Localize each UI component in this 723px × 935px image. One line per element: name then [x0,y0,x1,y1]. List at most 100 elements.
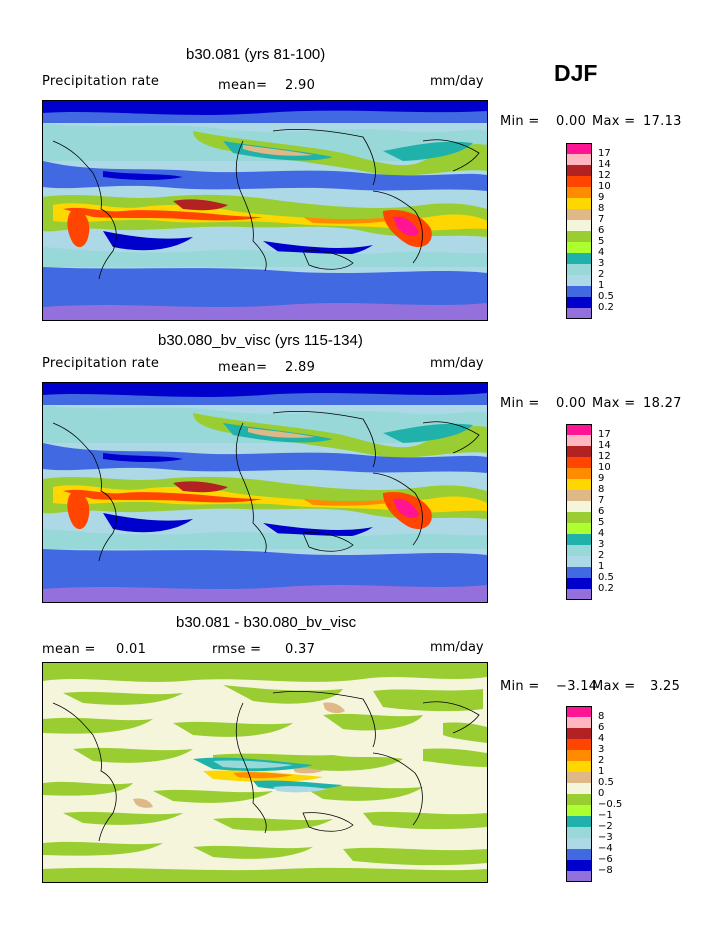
colorbar-swatch [566,838,592,849]
panel3-min-value: −3.14 [556,679,598,694]
colorbar-tick-label: −3 [598,832,613,843]
colorbar-swatch [566,871,592,882]
colorbar-tick-label: 6 [598,506,605,517]
colorbar-tick-label: 14 [598,440,611,451]
colorbar-swatch [566,209,592,220]
colorbar-tick-label: 6 [598,225,605,236]
colorbar-tick-label: 7 [598,214,605,225]
panel3-units: mm/day [430,640,484,655]
panel2-max-label: Max = [592,396,636,411]
colorbar-swatch [566,739,592,750]
panel2-title: b30.080_bv_visc (yrs 115-134) [158,332,363,349]
colorbar-swatch [566,165,592,176]
colorbar-swatch [566,578,592,589]
panel2-mean-label: mean= [218,360,268,375]
colorbar-swatch [566,479,592,490]
panel1-title: b30.081 (yrs 81-100) [186,46,326,63]
colorbar-swatch [566,490,592,501]
colorbar-tick-label: 0.5 [598,777,614,788]
colorbar-swatch [566,750,592,761]
panel1-colorbar: 17 14 12 10 9 8 7 6 5 4 3 2 1 0.5 0.2 [566,143,646,319]
colorbar-tick-label: 0.2 [598,302,614,313]
colorbar-swatch [566,308,592,319]
colorbar-swatch [566,523,592,534]
colorbar-swatch [566,154,592,165]
colorbar-tick-label: −8 [598,865,613,876]
panel1-units: mm/day [430,74,484,89]
panel3-diff-map [42,662,488,883]
colorbar-swatch [566,567,592,578]
colorbar-swatch [566,827,592,838]
panel3-colorbar: 8 6 4 3 2 1 0.5 0 −0.5 −1 −2 −3 −4 −6 −8 [566,706,646,882]
colorbar-swatch [566,860,592,871]
colorbar-swatch [566,849,592,860]
colorbar-swatch [566,143,592,154]
colorbar-tick-label: 3 [598,539,605,550]
colorbar-swatch [566,805,592,816]
colorbar-swatch [566,457,592,468]
colorbar-tick-label: 8 [598,203,605,214]
colorbar-tick-label: 1 [598,561,605,572]
colorbar-swatch [566,275,592,286]
panel3-rmse-label: rmse = [212,642,262,657]
colorbar-swatch [566,728,592,739]
colorbar-tick-label: 4 [598,528,605,539]
colorbar-swatch [566,556,592,567]
colorbar-tick-label: 14 [598,159,611,170]
colorbar-tick-label: −0.5 [598,799,623,810]
colorbar-swatch [566,772,592,783]
colorbar-swatch [566,198,592,209]
colorbar-swatch [566,297,592,308]
colorbar-tick-label: 8 [598,484,605,495]
panel3-min-label: Min = [500,679,540,694]
colorbar-swatch [566,717,592,728]
colorbar-swatch [566,468,592,479]
colorbar-tick-label: −1 [598,810,613,821]
colorbar-swatch [566,446,592,457]
panel1-variable-label: Precipitation rate [42,74,160,89]
colorbar-tick-label: 0.5 [598,291,614,302]
colorbar-swatch [566,794,592,805]
panel2-max-value: 18.27 [643,396,682,411]
colorbar-tick-label: 10 [598,462,611,473]
colorbar-tick-label: −6 [598,854,613,865]
panel1-max-label: Max = [592,114,636,129]
colorbar-tick-label: 2 [598,755,605,766]
colorbar-swatch [566,253,592,264]
panel3-mean-value: 0.01 [116,642,147,657]
colorbar-tick-label: 12 [598,170,611,181]
colorbar-swatch [566,501,592,512]
panel3-mean-label: mean = [42,642,96,657]
colorbar-tick-label: 4 [598,733,605,744]
panel1-max-value: 17.13 [643,114,682,129]
colorbar-swatch [566,231,592,242]
colorbar-swatch [566,220,592,231]
panel2-precip-map [42,382,488,603]
colorbar-tick-label: −2 [598,821,613,832]
panel1-mean-label: mean= [218,78,268,93]
panel1-precip-map [42,100,488,321]
colorbar-tick-label: 17 [598,148,611,159]
colorbar-tick-label: −4 [598,843,613,854]
colorbar-swatch [566,534,592,545]
colorbar-tick-label: 6 [598,722,605,733]
panel3-title: b30.081 - b30.080_bv_visc [176,614,357,631]
colorbar-tick-label: 3 [598,744,605,755]
panel3-max-label: Max = [592,679,636,694]
panel1-min-label: Min = [500,114,540,129]
colorbar-tick-label: 9 [598,473,605,484]
colorbar-tick-label: 9 [598,192,605,203]
panel2-units: mm/day [430,356,484,371]
colorbar-swatch [566,589,592,600]
colorbar-swatch [566,286,592,297]
colorbar-tick-label: 2 [598,269,605,280]
colorbar-tick-label: 3 [598,258,605,269]
colorbar-tick-label: 4 [598,247,605,258]
season-label: DJF [554,60,598,86]
colorbar-swatch [566,435,592,446]
colorbar-tick-label: 5 [598,236,605,247]
colorbar-swatch [566,242,592,253]
colorbar-tick-label: 12 [598,451,611,462]
colorbar-tick-label: 8 [598,711,605,722]
panel2-colorbar: 17 14 12 10 9 8 7 6 5 4 3 2 1 0.5 0.2 [566,424,646,600]
